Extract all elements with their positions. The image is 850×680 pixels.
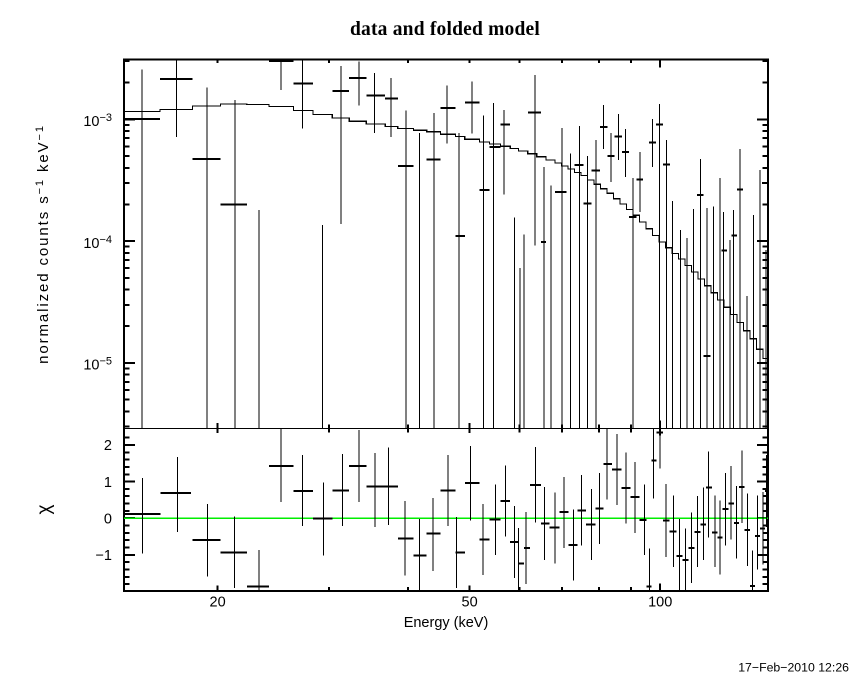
svg-text:Energy (keV): Energy (keV) [404,615,489,631]
svg-text:17−Feb−2010 12:26: 17−Feb−2010 12:26 [738,661,849,675]
svg-text:20: 20 [210,595,226,611]
svg-text:2: 2 [104,438,112,454]
svg-text:χ: χ [34,504,55,514]
svg-text:1: 1 [104,475,112,491]
svg-text:0: 0 [104,511,112,527]
svg-text:−1: −1 [95,548,112,564]
svg-text:50: 50 [462,595,478,611]
svg-text:100: 100 [648,595,672,611]
svg-text:data and folded model: data and folded model [350,19,540,40]
svg-text:normalized counts s−1 keV−1: normalized counts s−1 keV−1 [34,124,52,364]
